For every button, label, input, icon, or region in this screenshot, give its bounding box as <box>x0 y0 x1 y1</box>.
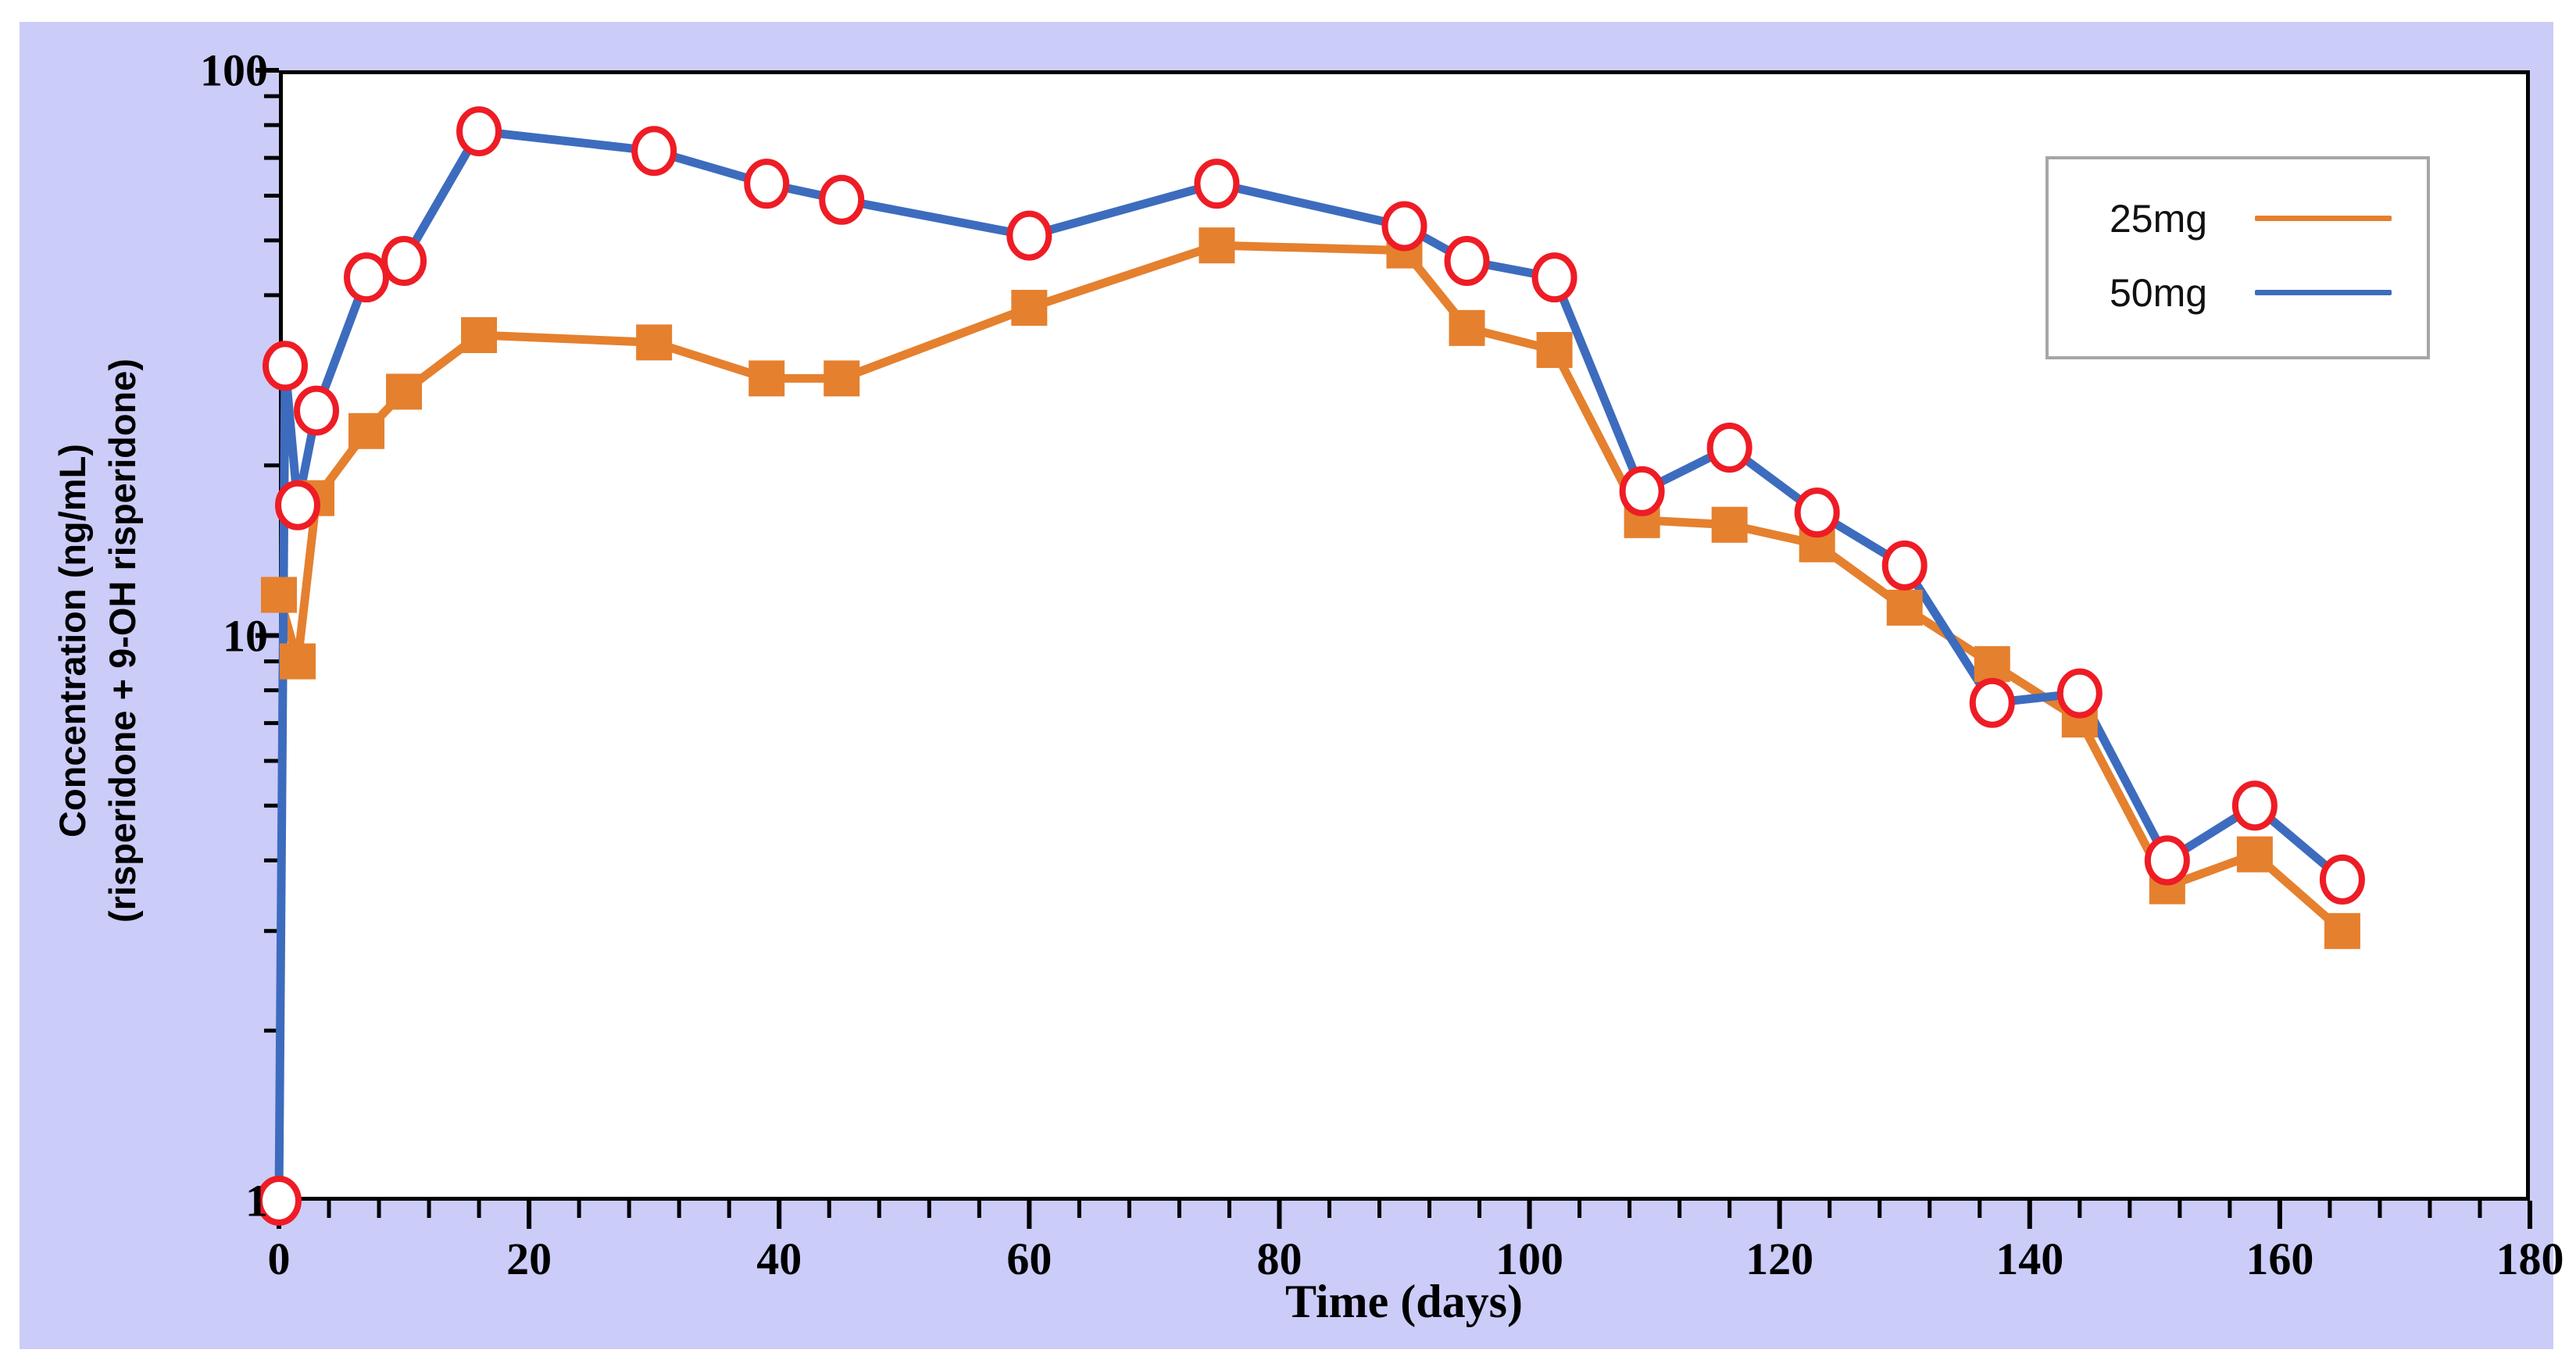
data-point-50mg <box>2056 668 2103 719</box>
data-point-25mg <box>261 577 297 613</box>
x-tick-label-100: 100 <box>1495 1234 1564 1284</box>
data-point-50mg <box>2231 780 2278 831</box>
series-line-25mg <box>274 241 2347 936</box>
data-point-50mg <box>1881 540 1928 591</box>
data-point-50mg <box>256 1176 302 1226</box>
x-axis-title: Time (days) <box>1285 1276 1523 1327</box>
data-point-50mg <box>1444 235 1490 286</box>
y-axis-title-line2: (risperidone + 9-OH risperidone) <box>102 358 143 923</box>
legend: 25mg 50mg <box>2045 156 2430 359</box>
data-point-50mg <box>2144 835 2190 886</box>
legend-color-line-50mg <box>2255 290 2392 295</box>
data-point-25mg <box>1199 227 1235 264</box>
data-point-25mg <box>824 360 860 397</box>
data-point-50mg <box>1619 466 1665 516</box>
data-point-25mg <box>2324 912 2360 949</box>
data-point-25mg <box>1886 589 1923 626</box>
data-point-50mg <box>1194 159 1240 209</box>
x-tick-label-80: 80 <box>1256 1234 1302 1284</box>
data-point-50mg <box>631 126 677 177</box>
data-point-25mg <box>280 643 316 680</box>
x-tick-label-0: 0 <box>267 1234 291 1284</box>
legend-item-25mg: 25mg <box>2049 181 2427 255</box>
data-point-50mg <box>294 385 340 436</box>
data-point-50mg <box>263 341 309 391</box>
legend-color-line-25mg <box>2255 216 2392 221</box>
data-point-50mg <box>819 174 865 225</box>
data-point-50mg <box>456 106 502 157</box>
data-point-50mg <box>275 480 321 530</box>
x-tick-label-140: 140 <box>1995 1234 2064 1284</box>
x-tick-label-180: 180 <box>2496 1234 2564 1284</box>
data-point-25mg <box>1974 646 2010 683</box>
data-point-50mg <box>344 252 390 303</box>
series-line-50mg <box>274 127 2347 1205</box>
data-point-25mg <box>461 316 498 353</box>
data-point-25mg <box>1449 309 1485 346</box>
data-point-50mg <box>381 235 427 286</box>
legend-item-50mg: 50mg <box>2049 255 2427 330</box>
data-point-50mg <box>2319 854 2365 905</box>
y-tick-label-10: 10 <box>223 610 268 661</box>
data-point-25mg <box>348 412 385 449</box>
x-tick-label-40: 40 <box>756 1234 802 1284</box>
data-point-25mg <box>1536 332 1573 369</box>
data-point-50mg <box>1006 210 1052 261</box>
y-axis-title-line1: Concentration (ng/mL) <box>52 444 93 837</box>
data-point-50mg <box>1969 677 2015 728</box>
data-point-25mg <box>1011 290 1048 327</box>
data-point-50mg <box>1381 201 1427 252</box>
y-axis-title: Concentration (ng/mL) (risperidone + 9-O… <box>48 359 148 923</box>
data-point-25mg <box>386 373 423 410</box>
data-point-50mg <box>744 159 790 209</box>
data-point-25mg <box>2236 836 2273 873</box>
x-tick-label-120: 120 <box>1745 1234 1814 1284</box>
data-point-25mg <box>1711 506 1748 543</box>
x-tick-label-60: 60 <box>1006 1234 1052 1284</box>
x-tick-label-160: 160 <box>2246 1234 2314 1284</box>
data-point-25mg <box>749 360 785 397</box>
legend-label-25mg: 25mg <box>2110 196 2208 241</box>
y-tick-label-1: 1 <box>245 1175 268 1226</box>
data-point-50mg <box>1531 252 1577 303</box>
data-point-25mg <box>636 324 673 361</box>
x-tick-label-20: 20 <box>506 1234 552 1284</box>
data-point-50mg <box>1794 487 1840 538</box>
data-point-50mg <box>1706 422 1752 473</box>
y-tick-label-100: 100 <box>200 45 268 96</box>
legend-label-50mg: 50mg <box>2110 270 2208 315</box>
